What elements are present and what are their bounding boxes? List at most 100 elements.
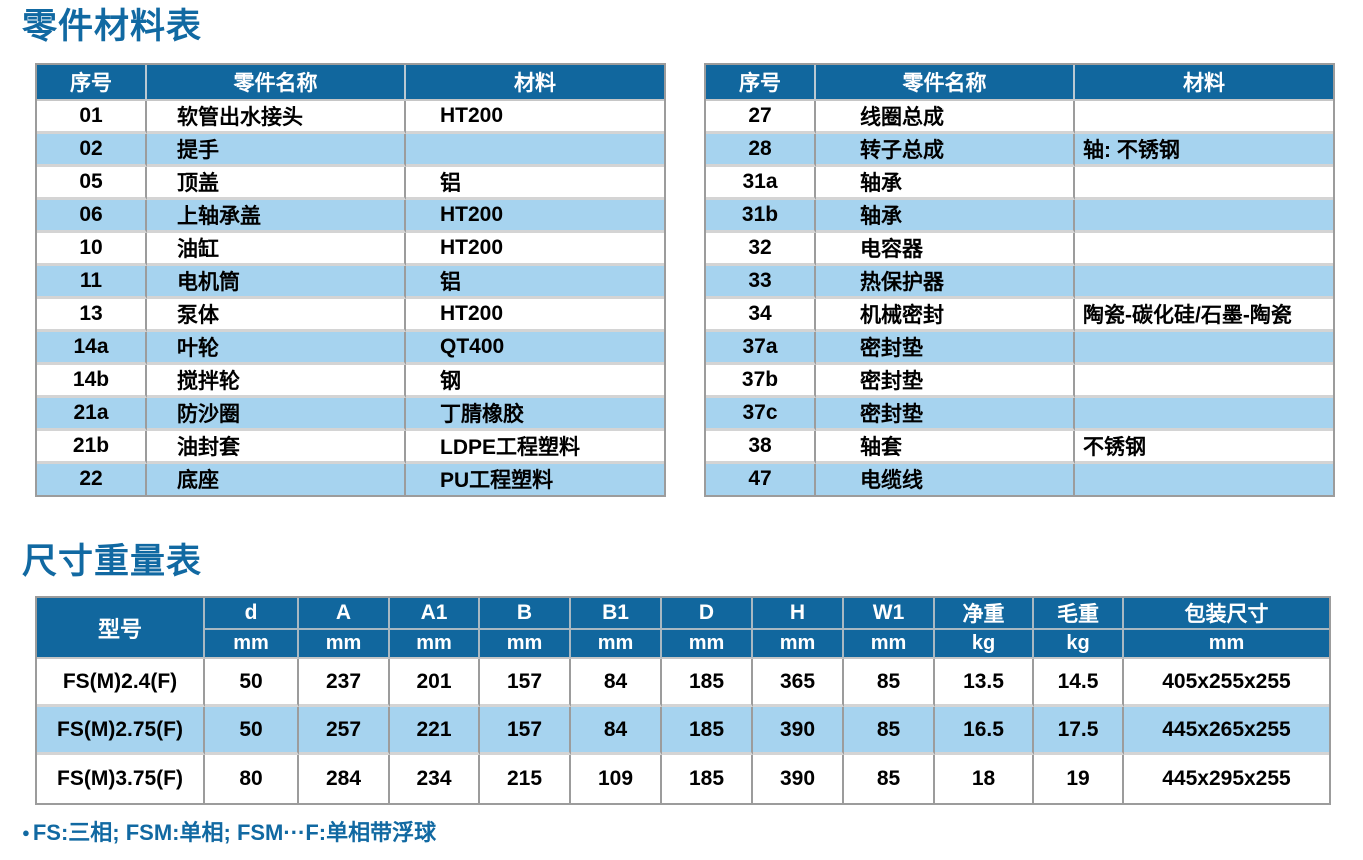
col-header-material: 材料 — [1075, 64, 1333, 101]
cell-material: QT400 — [406, 331, 664, 365]
cell-material — [1075, 463, 1333, 495]
cell-material: LDPE工程塑料 — [406, 430, 664, 464]
dims-header-label-row: 型号 d A A1 B B1 D H W1 净重 毛重 包装尺寸 — [37, 598, 1329, 659]
cell-material: 铝 — [406, 166, 664, 200]
dims-col-unit: mm — [753, 630, 844, 659]
cell-value: 80 — [205, 755, 299, 803]
parts-table-row: 21b 油封套 LDPE工程塑料 — [37, 430, 664, 464]
parts-tables-container: 序号 零件名称 材料 01 软管出水接头 HT200 02 提手 05 顶盖铝 06 上轴承盖 H… — [35, 62, 1363, 497]
cell-material: 陶瓷-碳化硅/石墨-陶瓷 — [1075, 298, 1333, 332]
cell-material — [1075, 199, 1333, 233]
cell-value: 185 — [662, 755, 753, 803]
cell-material — [1075, 331, 1333, 365]
cell-part-name: 轴承 — [816, 199, 1075, 233]
parts-table-row: 37c 密封垫 — [706, 397, 1333, 431]
cell-index: 27 — [706, 100, 816, 134]
parts-table-row: 34 机械密封 陶瓷-碳化硅/石墨-陶瓷 — [706, 298, 1333, 332]
cell-part-name: 软管出水接头 — [147, 100, 406, 134]
cell-part-name: 热保护器 — [816, 265, 1075, 299]
cell-material: 铝 — [406, 265, 664, 299]
dims-col-unit: mm — [205, 630, 299, 659]
cell-value: 390 — [753, 755, 844, 803]
cell-value: 445x265x255 — [1124, 707, 1329, 755]
dims-col-label: D — [662, 598, 753, 630]
cell-value: 85 — [844, 755, 935, 803]
cell-value: 85 — [844, 707, 935, 755]
cell-value: 18 — [935, 755, 1034, 803]
cell-material: HT200 — [406, 298, 664, 332]
parts-table-row: 31a 轴承 — [706, 166, 1333, 200]
parts-table-row: 37b 密封垫 — [706, 364, 1333, 398]
cell-part-name: 防沙圈 — [147, 397, 406, 431]
cell-index: 31b — [706, 199, 816, 233]
parts-table-row: 11 电机筒铝 — [37, 265, 664, 299]
parts-table-row: 28 转子总成 轴: 不锈钢 — [706, 133, 1333, 167]
dims-col-unit: mm — [299, 630, 390, 659]
cell-index: 02 — [37, 133, 147, 167]
parts-table-left: 序号 零件名称 材料 01 软管出水接头 HT200 02 提手 05 顶盖铝 06 上轴承盖 H… — [35, 62, 666, 497]
cell-value: 50 — [205, 707, 299, 755]
cell-material: PU工程塑料 — [406, 463, 664, 495]
cell-value: 237 — [299, 659, 390, 707]
bullet-icon: ● — [22, 825, 30, 841]
cell-value: 445x295x255 — [1124, 755, 1329, 803]
dims-col-label: 包装尺寸 — [1124, 598, 1329, 630]
col-header-index: 序号 — [37, 64, 147, 101]
parts-table-left-body: 01 软管出水接头 HT200 02 提手 05 顶盖铝 06 上轴承盖 HT200 10 油缸 HT2… — [37, 100, 664, 495]
dims-col-unit: mm — [480, 630, 571, 659]
cell-index: 22 — [37, 463, 147, 495]
dims-col-unit: kg — [935, 630, 1034, 659]
cell-value: 365 — [753, 659, 844, 707]
cell-index: 21b — [37, 430, 147, 464]
cell-value: 19 — [1034, 755, 1124, 803]
parts-table-row: 10 油缸 HT200 — [37, 232, 664, 266]
cell-value: 13.5 — [935, 659, 1034, 707]
dims-col-label: H — [753, 598, 844, 630]
dims-col-unit: mm — [1124, 630, 1329, 659]
parts-table-left-header: 序号 零件名称 材料 — [37, 64, 664, 101]
cell-material: HT200 — [406, 100, 664, 134]
parts-table-row: 21a 防沙圈 丁腈橡胶 — [37, 397, 664, 431]
dims-table-row: FS(M)2.75(F) 50 257 221 157 84 185 390 85 16.5 17.… — [37, 707, 1329, 755]
cell-material — [1075, 232, 1333, 266]
dims-col-label: 净重 — [935, 598, 1034, 630]
cell-index: 21a — [37, 397, 147, 431]
cell-index: 37a — [706, 331, 816, 365]
parts-table-row: 05 顶盖铝 — [37, 166, 664, 200]
dims-table-row: FS(M)3.75(F) 80 284 234 215 109 185 390 85 18 19 44… — [37, 755, 1329, 803]
cell-part-name: 轴套 — [816, 430, 1075, 464]
cell-index: 28 — [706, 133, 816, 167]
cell-value: 109 — [571, 755, 662, 803]
cell-value: 14.5 — [1034, 659, 1124, 707]
cell-index: 10 — [37, 232, 147, 266]
cell-material — [1075, 364, 1333, 398]
cell-value: 221 — [390, 707, 480, 755]
dims-col-label: A — [299, 598, 390, 630]
dims-col-unit: mm — [571, 630, 662, 659]
header-row: 序号 零件名称 材料 — [37, 64, 664, 101]
cell-material: 不锈钢 — [1075, 430, 1333, 464]
dims-col-unit: mm — [390, 630, 480, 659]
cell-index: 14b — [37, 364, 147, 398]
parts-table-row: 37a 密封垫 — [706, 331, 1333, 365]
cell-material — [1075, 100, 1333, 134]
cell-index: 11 — [37, 265, 147, 299]
cell-material: 钢 — [406, 364, 664, 398]
cell-index: 47 — [706, 463, 816, 495]
dims-table: 型号 d A A1 B B1 D H W1 净重 毛重 包装尺寸 mm mm mm mm mm mm mm mm k… — [35, 596, 1331, 805]
footnote: ● FS:三相; FSM:单相; FSM···F:单相带浮球 — [22, 820, 1363, 846]
cell-index: 37b — [706, 364, 816, 398]
cell-model: FS(M)3.75(F) — [37, 755, 205, 803]
cell-part-name: 密封垫 — [816, 397, 1075, 431]
cell-value: 185 — [662, 659, 753, 707]
cell-value: 157 — [480, 659, 571, 707]
col-header-model: 型号 — [37, 598, 205, 659]
parts-table-row: 14a 叶轮 QT400 — [37, 331, 664, 365]
parts-table-row: 13 泵体 HT200 — [37, 298, 664, 332]
cell-material: 轴: 不锈钢 — [1075, 133, 1333, 167]
dims-col-label: d — [205, 598, 299, 630]
cell-value: 185 — [662, 707, 753, 755]
col-header-part-name: 零件名称 — [816, 64, 1075, 101]
cell-part-name: 密封垫 — [816, 364, 1075, 398]
cell-value: 405x255x255 — [1124, 659, 1329, 707]
